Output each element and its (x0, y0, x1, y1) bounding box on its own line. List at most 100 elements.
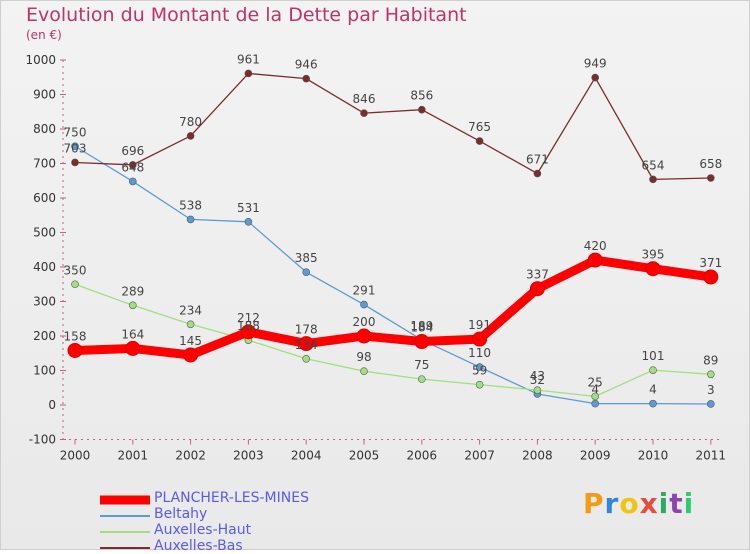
x-tick-label: 2001 (118, 449, 149, 463)
data-label: 189 (410, 319, 433, 333)
data-point (591, 399, 600, 408)
y-tick-label: 500 (33, 226, 56, 240)
data-point (533, 386, 542, 394)
data-point (649, 175, 657, 184)
data-label: 385 (295, 251, 318, 265)
data-point (356, 328, 372, 344)
logo-letter: x (639, 487, 659, 520)
data-point (67, 342, 83, 358)
proxiti-logo: Proxiti (583, 487, 694, 520)
unit-label: (en €) (26, 28, 62, 42)
data-point (645, 261, 661, 277)
chart-title: Evolution du Montant de la Dette par Hab… (26, 4, 467, 26)
data-label: 961 (237, 52, 260, 66)
data-point (475, 137, 484, 145)
data-point (591, 392, 600, 401)
data-point (706, 400, 715, 408)
y-tick-label: 900 (33, 88, 56, 102)
x-tick-label: 2004 (291, 449, 322, 463)
data-label: 191 (468, 318, 491, 332)
data-point (472, 331, 488, 347)
data-point (244, 218, 253, 226)
x-tick-label: 2002 (175, 449, 206, 463)
data-label: 337 (526, 268, 549, 282)
data-point (703, 269, 719, 285)
data-point (71, 158, 79, 167)
data-label: 671 (526, 153, 549, 167)
data-label: 765 (468, 120, 491, 134)
data-label: 395 (642, 248, 665, 262)
data-label: 538 (179, 198, 202, 212)
data-label: 289 (121, 284, 144, 298)
data-label: 200 (353, 315, 376, 329)
data-label: 158 (64, 329, 87, 343)
data-point (71, 142, 79, 151)
data-point (475, 380, 484, 389)
data-label: 946 (295, 58, 318, 72)
data-label: 98 (356, 350, 371, 364)
data-label: 25 (588, 375, 603, 389)
x-tick-label: 2006 (407, 449, 438, 463)
data-point (240, 324, 256, 340)
data-label: 703 (64, 141, 87, 155)
logo-letter: i (658, 487, 670, 520)
data-label: 32 (530, 373, 545, 387)
series-line-1 (74, 145, 712, 405)
data-label: 101 (642, 349, 665, 363)
data-point (475, 363, 484, 371)
data-label: 291 (353, 284, 376, 298)
data-point (129, 161, 137, 169)
data-point (706, 174, 715, 182)
data-label: 531 (237, 201, 260, 215)
data-point (417, 105, 426, 114)
x-tick-label: 2000 (60, 449, 91, 463)
series-line-2 (74, 283, 712, 398)
logo-letter: t (669, 487, 684, 520)
data-point (298, 336, 314, 352)
legend-item-label: Auxelles-Haut (154, 522, 252, 538)
series-line-3 (74, 72, 712, 181)
x-tick-label: 2007 (464, 449, 495, 463)
data-label: 59 (472, 364, 487, 378)
x-tick-label: 2010 (638, 449, 669, 463)
data-label: 178 (295, 323, 318, 337)
logo-letter: P (583, 487, 605, 520)
x-tick-label: 2008 (522, 449, 553, 463)
data-point (244, 69, 253, 78)
data-point (183, 347, 199, 363)
data-point (186, 132, 195, 140)
data-point (649, 399, 657, 408)
data-label: 212 (237, 311, 260, 325)
data-point (587, 252, 603, 268)
data-point (529, 281, 545, 297)
data-label: 658 (699, 157, 722, 171)
x-tick-label: 2003 (233, 449, 264, 463)
y-tick-label: 800 (33, 122, 56, 136)
data-point (591, 73, 600, 82)
data-point (533, 169, 542, 178)
y-tick-label: 400 (33, 260, 56, 274)
data-point (302, 74, 311, 83)
logo-letter: i (683, 487, 695, 520)
y-tick-label: 600 (33, 191, 56, 205)
data-point (649, 366, 657, 374)
y-tick-label: 0 (48, 398, 56, 412)
data-label: 134 (295, 338, 318, 352)
data-point (125, 340, 141, 356)
data-point (129, 177, 137, 186)
data-label: 188 (237, 319, 260, 333)
data-point (302, 268, 311, 276)
data-point (129, 301, 137, 310)
data-point (186, 215, 195, 224)
data-label: 780 (179, 115, 202, 129)
data-label: 234 (179, 303, 202, 317)
y-tick-label: 1000 (25, 53, 56, 67)
data-label: 110 (468, 346, 491, 360)
data-label: 856 (410, 89, 433, 103)
data-point (360, 367, 368, 375)
data-point (360, 109, 368, 117)
x-tick-label: 2005 (349, 449, 380, 463)
legend-item-label: Beltahy (154, 506, 208, 522)
series-line-0 (70, 255, 716, 360)
